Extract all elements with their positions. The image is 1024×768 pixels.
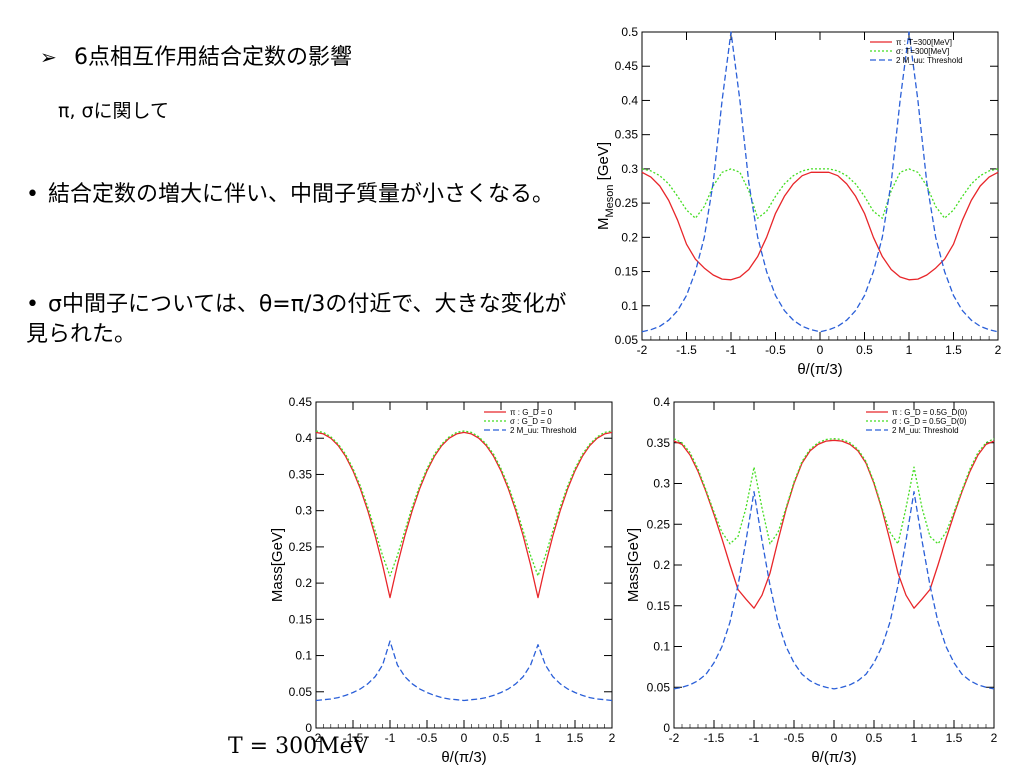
y-tick-label: 0.25 [647, 517, 671, 531]
slide-heading: ➢ 6点相互作用結合定数の影響 [40, 42, 352, 73]
y-tick-label: 0.2 [653, 558, 670, 572]
x-tick-label: 1.5 [945, 343, 962, 357]
y-tick-label: 0.05 [615, 333, 639, 347]
x-tick-label: 1.5 [567, 731, 584, 745]
x-axis-label: θ/(π/3) [811, 749, 856, 766]
x-axis-label: θ/(π/3) [441, 749, 486, 766]
y-tick-label: 0.35 [615, 128, 639, 142]
y-tick-label: 0.5 [621, 25, 638, 39]
y-tick-label: 0.1 [653, 640, 670, 654]
x-tick-label: 0.5 [866, 731, 883, 745]
bullet-dot-icon: • [26, 292, 39, 317]
y-tick-label: 0.4 [621, 93, 638, 107]
bullet-dot-icon: • [26, 182, 39, 207]
x-tick-label: -0.5 [417, 731, 438, 745]
y-tick-label: 0.45 [289, 395, 313, 409]
x-axis-label: θ/(π/3) [797, 361, 842, 378]
y-tick-label: 0.2 [621, 230, 638, 244]
y-tick-label: 0.05 [647, 680, 671, 694]
plot-frame [315, 401, 613, 729]
x-tick-label: 1 [911, 731, 918, 745]
y-tick-label: 0.15 [647, 599, 671, 613]
y-tick-label: 0.3 [295, 504, 312, 518]
legend-entry: σ : G_D = 0 [510, 417, 552, 426]
x-tick-label: -2 [311, 731, 322, 745]
x-tick-label: -0.5 [765, 343, 786, 357]
x-tick-label: -1 [385, 731, 396, 745]
y-tick-label: 0.05 [289, 685, 313, 699]
x-tick-label: -1.5 [343, 731, 364, 745]
y-tick-label: 0.3 [653, 477, 670, 491]
x-tick-label: 1 [535, 731, 542, 745]
x-tick-label: 1 [906, 343, 913, 357]
y-axis-label: Mass[GeV] [269, 528, 286, 602]
y-tick-label: 0.25 [615, 196, 639, 210]
x-tick-label: 2 [995, 343, 1002, 357]
plot-frame [673, 401, 995, 729]
series-line-0 [315, 431, 613, 599]
series-line-2 [673, 491, 995, 690]
legend-entry: π : G_D = 0.5G_D(0) [892, 408, 967, 417]
heading-text: 6点相互作用結合定数の影響 [74, 45, 352, 70]
legend-entry: 2 M_uu: Threshold [896, 56, 963, 65]
x-tick-label: -2 [669, 731, 680, 745]
y-tick-label: 0.25 [289, 540, 313, 554]
bullet-point-1-text: 結合定数の増大に伴い、中間子質量が小さくなる。 [48, 182, 555, 207]
y-tick-label: 0.35 [289, 467, 313, 481]
y-tick-label: 0.15 [615, 265, 639, 279]
y-tick-label: 0.4 [295, 431, 312, 445]
x-tick-label: -1 [726, 343, 737, 357]
y-tick-label: 0.3 [621, 162, 638, 176]
y-tick-label: 0.15 [289, 612, 313, 626]
y-axis-label: MMeson [GeV] [595, 142, 616, 230]
legend-entry: π : G_D = 0 [510, 408, 553, 417]
x-tick-label: -1.5 [704, 731, 725, 745]
arrow-bullet-icon: ➢ [40, 45, 57, 69]
plot-frame [641, 31, 999, 341]
meson-mass-chart-top: -2 -1.5 -1 -0.5 0 0.5 1 1.5 2 0.05 0.1 0.15 0.2 0.25 0… [595, 25, 1002, 378]
bullet-point-1: • 結合定数の増大に伴い、中間子質量が小さくなる。 [26, 180, 586, 210]
bullet-point-2-text: σ中間子については、θ=π/3の付近で、大きな変化が見られた。 [26, 292, 567, 347]
x-tick-label: 2 [609, 731, 616, 745]
y-tick-label: 0.4 [653, 395, 670, 409]
x-tick-label: 0.5 [856, 343, 873, 357]
x-tick-label: 0 [831, 731, 838, 745]
x-tick-label: -1 [749, 731, 760, 745]
bullet-point-2: • σ中間子については、θ=π/3の付近で、大きな変化が見られた。 [26, 290, 586, 350]
series-line-0 [641, 171, 999, 281]
legend-entry: 2 M_uu: Threshold [892, 426, 959, 435]
series-line-1 [641, 168, 999, 219]
mass-chart-gd-half: -2 -1.5 -1 -0.5 0 0.5 1 1.5 2 0 0.05 0.1 0.15 0.2 0.25… [625, 395, 998, 766]
y-tick-label: 0.1 [621, 299, 638, 313]
temperature-note: T = 300MeV [228, 734, 369, 759]
legend-entry: σ : G_D = 0.5G_D(0) [892, 417, 967, 426]
x-tick-label: 2 [991, 731, 998, 745]
x-tick-label: 1.5 [946, 731, 963, 745]
x-tick-label: -2 [637, 343, 648, 357]
y-tick-label: 0.45 [615, 59, 639, 73]
x-tick-label: 0 [817, 343, 824, 357]
x-tick-label: 0.5 [493, 731, 510, 745]
y-tick-label: 0 [663, 721, 670, 735]
x-tick-label: -1.5 [676, 343, 697, 357]
series-line-0 [673, 439, 995, 609]
y-tick-label: 0.1 [295, 649, 312, 663]
series-line-1 [673, 438, 995, 545]
mass-chart-gd-zero: -2 -1.5 -1 -0.5 0 0.5 1 1.5 2 0 0.05 0.1 0.15 0.2 0.25… [269, 395, 616, 766]
series-line-2 [315, 640, 613, 702]
legend-entry: σ: T=300[MeV] [896, 47, 949, 56]
x-tick-label: 0 [461, 731, 468, 745]
y-tick-label: 0.2 [295, 576, 312, 590]
slide-subheading: π, σに関して [58, 100, 169, 122]
legend-entry: 2 M_uu: Threshold [510, 426, 577, 435]
x-tick-label: -0.5 [784, 731, 805, 745]
y-axis-label: Mass[GeV] [625, 528, 642, 602]
y-tick-label: 0.35 [647, 436, 671, 450]
series-line-2 [641, 31, 999, 333]
legend-entry: π : T=300[MeV] [896, 38, 952, 47]
y-tick-label: 0 [305, 721, 312, 735]
series-line-1 [315, 430, 613, 577]
